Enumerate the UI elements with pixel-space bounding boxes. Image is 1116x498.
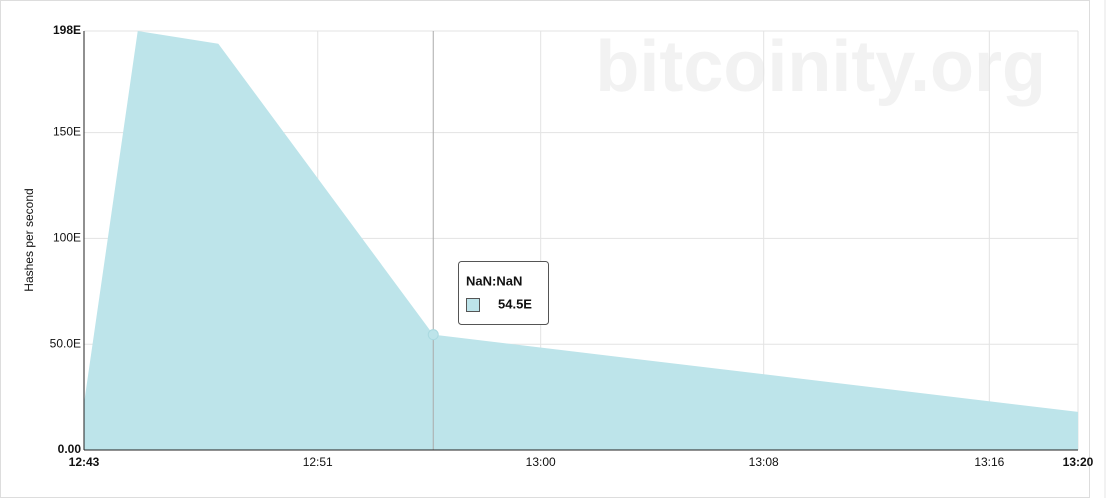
y-tick-label: 50.0E [50,336,81,350]
hover-point [427,329,439,341]
plot [84,31,1078,450]
x-tick-label: 12:43 [69,455,100,469]
x-tick-label: 13:08 [749,455,779,469]
tooltip-swatch [466,298,480,312]
watermark: bitcoinity.org [595,27,1046,107]
tooltip-box [458,261,549,325]
x-tick-label: 12:51 [303,455,333,469]
x-tick-label: 13:20 [1063,455,1094,469]
y-tick-label: 0.00 [58,442,82,456]
tooltip-title: NaN:NaN [466,273,522,288]
x-tick-label: 13:16 [974,455,1004,469]
y-tick-label: 150E [53,125,81,139]
tooltip-value: 54.5E [498,296,532,311]
area [84,31,1078,450]
tooltip: NaN:NaN 54.5E [458,261,549,325]
y-tick-label: 100E [53,231,81,245]
y-tick-label: 198E [53,23,81,37]
x-tick-label: 13:00 [526,455,556,469]
y-axis-label: Hashes per second [22,188,36,291]
